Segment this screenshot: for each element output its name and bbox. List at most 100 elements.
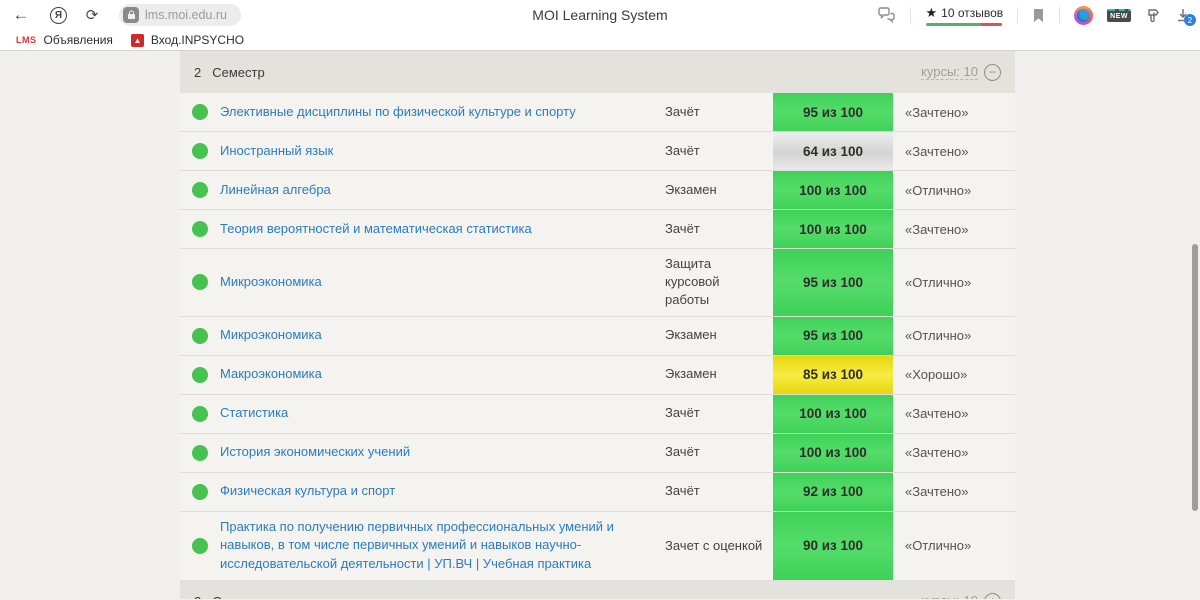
exam-type: Зачёт: [665, 220, 700, 236]
expand-semester-icon[interactable]: +: [984, 592, 1001, 599]
grade-text: «Зачтено»: [905, 143, 969, 159]
course-link[interactable]: Микроэкономика: [220, 273, 322, 289]
grade-text: «Отлично»: [905, 182, 972, 198]
semester-label: Семестр: [212, 64, 265, 80]
semester-3-header: 3 Семестр курсы: 10 +: [180, 581, 1015, 599]
course-row: Иностранный язык Зачёт 64 из 100 «Зачтен…: [180, 132, 1015, 171]
grade-text: «Отлично»: [905, 328, 972, 344]
score-badge: 90 из 100: [773, 511, 893, 581]
score-badge: 100 из 100: [773, 171, 893, 209]
extension-browser-icon[interactable]: [1074, 5, 1094, 25]
score-badge: 100 из 100: [773, 394, 893, 433]
course-row: Микроэкономика Защита курсовой работы 95…: [180, 249, 1015, 317]
lock-icon: [123, 7, 139, 23]
courses-count-link[interactable]: курсы: 10: [921, 64, 978, 80]
semester-2-header: 2 Семестр курсы: 10 −: [180, 51, 1015, 93]
status-dot-icon: [192, 143, 208, 159]
grade-text: «Хорошо»: [905, 367, 968, 383]
status-dot-icon: [192, 366, 208, 383]
course-link[interactable]: Макроэкономика: [220, 366, 322, 382]
course-row: История экономических учений Зачёт 100 и…: [180, 433, 1015, 473]
course-link[interactable]: Микроэкономика: [220, 327, 322, 343]
collapse-semester-icon[interactable]: −: [984, 63, 1001, 81]
score-badge: 95 из 100: [773, 93, 893, 131]
refresh-button[interactable]: ⟳: [85, 7, 99, 24]
lms-page: 2 Семестр курсы: 10 − Элективные дисципл…: [0, 51, 1200, 599]
reviews-label: 10 отзывов: [941, 5, 1004, 20]
inpsycho-icon: ▲: [130, 33, 144, 47]
status-dot-icon: [192, 444, 208, 461]
status-dot-icon: [192, 274, 208, 291]
score-badge: 100 из 100: [773, 433, 893, 472]
course-rows: Элективные дисциплины по физической куль…: [180, 93, 1015, 582]
course-row: Физическая культура и спорт Зачёт 92 из …: [180, 472, 1015, 512]
course-link[interactable]: Иностранный язык: [220, 142, 334, 158]
course-row: Микроэкономика Экзамен 95 из 100 «Отличн…: [180, 316, 1015, 356]
exam-type: Экзамен: [665, 366, 717, 382]
grade-text: «Зачтено»: [905, 104, 969, 120]
score-badge: 92 из 100: [773, 472, 893, 511]
exam-type: Зачёт: [665, 405, 700, 421]
bookmark-label: Вход.INPSYCHO: [150, 33, 245, 47]
semester-number: 2: [194, 64, 202, 80]
browser-toolbar: ← Я ⟳ lms.moi.edu.ru MOI Learning System…: [0, 0, 1200, 30]
grade-text: «Зачтено»: [905, 484, 969, 500]
star-icon: ★: [925, 4, 938, 20]
course-link[interactable]: Теория вероятностей и математическая ста…: [220, 220, 532, 236]
reviews-button[interactable]: ★ 10 отзывов: [925, 5, 1003, 26]
toolbar-separator: [1059, 7, 1061, 23]
score-badge: 100 из 100: [773, 210, 893, 248]
scrollbar-thumb[interactable]: [1192, 244, 1198, 511]
download-count-badge: 2: [1184, 14, 1196, 26]
score-badge: 85 из 100: [773, 355, 893, 394]
grade-text: «Зачтено»: [905, 445, 969, 461]
course-link[interactable]: Статистика: [220, 405, 289, 421]
exam-type: Зачёт: [665, 142, 700, 158]
rating-bar: [926, 22, 1003, 26]
course-row: Линейная алгебра Экзамен 100 из 100 «Отл…: [180, 171, 1015, 210]
new-extension-icon[interactable]: NEW: [1107, 8, 1131, 22]
score-badge: 95 из 100: [773, 249, 893, 316]
grade-text: «Зачтено»: [905, 221, 969, 237]
course-row: Теория вероятностей и математическая ста…: [180, 210, 1015, 249]
course-link[interactable]: Практика по получению первичных професси…: [220, 518, 614, 572]
protect-chat-icon[interactable]: [878, 7, 896, 23]
status-dot-icon: [192, 104, 208, 120]
exam-type: Экзамен: [665, 181, 717, 197]
course-link[interactable]: Линейная алгебра: [220, 181, 331, 197]
exam-type: Зачёт: [665, 103, 700, 119]
lms-logo-icon: LMS: [16, 35, 37, 45]
course-row: Элективные дисциплины по физической куль…: [180, 93, 1015, 132]
course-row: Статистика Зачёт 100 из 100 «Зачтено»: [180, 394, 1015, 434]
course-link[interactable]: Элективные дисциплины по физической куль…: [220, 103, 576, 119]
course-link[interactable]: История экономических учений: [220, 444, 411, 460]
score-badge: 95 из 100: [773, 316, 893, 355]
status-dot-icon: [192, 405, 208, 422]
bookmark-inpsycho[interactable]: ▲ Вход.INPSYCHO: [125, 33, 250, 47]
status-dot-icon: [192, 537, 208, 554]
back-button[interactable]: ←: [12, 5, 30, 24]
grade-text: «Отлично»: [905, 274, 972, 290]
status-dot-icon: [192, 221, 208, 237]
yandex-home-icon[interactable]: Я: [50, 6, 67, 24]
bookmark-label: Объявления: [43, 33, 113, 47]
courses-count-link[interactable]: курсы: 10: [921, 593, 978, 599]
semester-label: Семестр: [212, 594, 264, 599]
address-bar[interactable]: lms.moi.edu.ru: [119, 4, 241, 26]
exam-type: Экзамен: [665, 327, 717, 343]
bookmark-announcements[interactable]: LMS Объявления: [10, 33, 119, 47]
bookmarks-bar: LMS Объявления ▲ Вход.INPSYCHO: [0, 30, 1200, 51]
status-dot-icon: [192, 182, 208, 198]
bookmark-flag-icon[interactable]: [1032, 8, 1045, 23]
grade-text: «Отлично»: [905, 538, 972, 554]
url-text: lms.moi.edu.ru: [145, 8, 227, 22]
gradebook-table: 2 Семестр курсы: 10 − Элективные дисципл…: [180, 51, 1015, 599]
grade-text: «Зачтено»: [905, 406, 969, 422]
collections-icon[interactable]: [1145, 8, 1162, 23]
downloads-icon[interactable]: 2: [1176, 8, 1196, 26]
status-dot-icon: [192, 327, 208, 344]
score-badge: 64 из 100: [773, 132, 893, 170]
course-link[interactable]: Физическая культура и спорт: [220, 483, 396, 499]
status-dot-icon: [192, 483, 208, 500]
toolbar-separator: [1017, 7, 1019, 23]
